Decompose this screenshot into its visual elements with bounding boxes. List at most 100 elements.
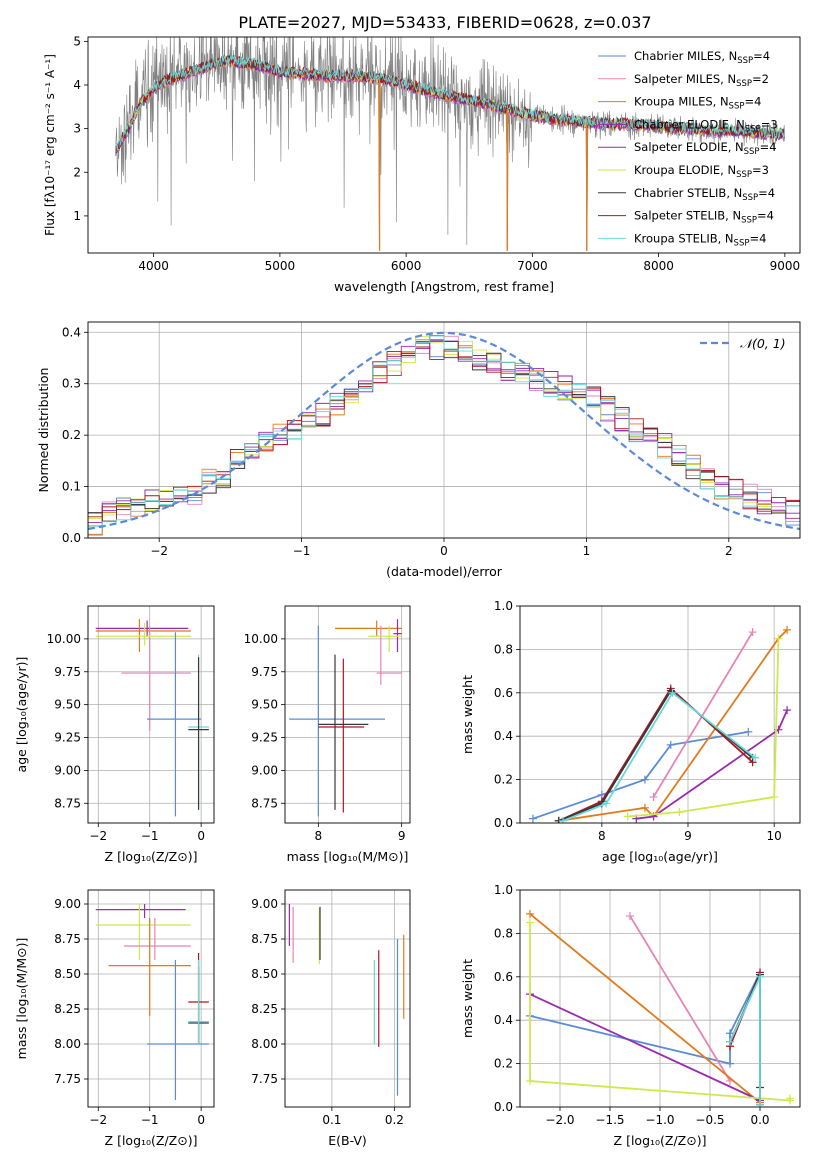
- x-tick-label: −0.5: [695, 1113, 724, 1127]
- legend-entry: Chabrier STELIB, NSSP=4: [634, 186, 775, 203]
- plot-area-age_vs_mass: [285, 606, 410, 823]
- legend-entry: Kroupa ELODIE, NSSP=3: [634, 163, 769, 180]
- weight-point-marker: [528, 814, 537, 823]
- axes-frame: [87, 889, 215, 1108]
- x-axis-label: (data-model)/error: [386, 564, 503, 579]
- x-tick-label: −2: [89, 1113, 107, 1127]
- legend-entry-sub: SSP: [737, 56, 753, 66]
- axes-frame: [284, 889, 411, 1108]
- x-tick-label: −1: [141, 1113, 159, 1127]
- y-tick-label: 3: [73, 122, 81, 136]
- x-axis-label: age [log₁₀(age/yr)]: [602, 849, 718, 864]
- y-tick-label: 8.75: [251, 932, 278, 946]
- plot-area-weight_vs_Z: [520, 890, 800, 1107]
- legend-entry-sub: SSP: [734, 238, 750, 248]
- weight-point-marker: [786, 1094, 794, 1103]
- panel-spectrum: 4000 5000 6000 7000 8000 9000 1 2 3 4 5 wavelength …: [43, 34, 801, 294]
- weight-point-marker: [756, 1100, 764, 1107]
- x-tick-label: −1.0: [645, 1113, 674, 1127]
- y-axis-label: mass weight: [460, 959, 475, 1038]
- x-tick-label: 0.1: [322, 1113, 341, 1127]
- axes-frame: [87, 605, 215, 824]
- weight-line-kroupa-elodie: [627, 638, 780, 818]
- plot-area-weight_vs_age: [520, 606, 800, 823]
- x-tick-label: 9000: [770, 259, 801, 273]
- y-tick-label: 1.0: [494, 599, 513, 613]
- normal-curve: [88, 331, 800, 531]
- plot-area-residuals: [88, 322, 800, 538]
- x-tick-label: −1: [141, 829, 159, 843]
- weight-line-kroupa-miles: [529, 913, 761, 1104]
- plot-area-age_vs_Z: [88, 606, 214, 823]
- weight-line-chabrier-elodie: [636, 709, 788, 820]
- weight-line-kroupa-miles: [558, 629, 788, 822]
- residuals-legend: 𝒩(0, 1): [700, 336, 786, 351]
- legend-entry-sub: SSP: [741, 216, 757, 226]
- x-axis-label: Z [log₁₀(Z/Z⊙)]: [105, 849, 198, 864]
- figure-title: PLATE=2027, MJD=53433, FIBERID=0628, z=0…: [238, 13, 651, 32]
- legend-entry-label: Chabrier ELODIE, N: [634, 117, 745, 131]
- weight-line-kroupa-stelib: [729, 976, 761, 1105]
- plot-area-mass_vs_Z: [88, 890, 214, 1107]
- y-tick-label: 7.75: [54, 1072, 81, 1086]
- y-tick-label: 8.00: [251, 1037, 278, 1051]
- x-tick-label: 0: [197, 1113, 205, 1127]
- x-tick-label: −1: [293, 544, 311, 558]
- x-tick-label: 9: [398, 829, 406, 843]
- weight-line-salpeter-stelib: [558, 687, 754, 822]
- legend-entry-label: Kroupa STELIB, N: [634, 231, 734, 245]
- weight-line-salpeter-miles: [629, 915, 731, 1082]
- y-tick-label: 10.00: [47, 632, 81, 646]
- y-tick-label: 0.8: [494, 642, 513, 656]
- weight-point-marker: [726, 1037, 734, 1046]
- x-axis-label: mass [log₁₀(M/M⊙)]: [287, 849, 409, 864]
- y-tick-label: 2: [73, 165, 81, 179]
- y-axis-label: Normed distribution: [36, 368, 51, 493]
- y-tick-label: 7.75: [251, 1072, 278, 1086]
- y-tick-label: 8.75: [251, 796, 278, 810]
- panel-mass_vs_ebv: 0.1 0.2 7.75 8.00 8.25 8.50 8.75 9.00 E(B-V): [251, 889, 411, 1148]
- y-tick-label: 9.00: [54, 897, 81, 911]
- x-tick-label: 0: [197, 829, 205, 843]
- weight-line-chabrier-elodie: [529, 993, 761, 1102]
- weight-point-marker: [748, 628, 757, 637]
- y-tick-label: 8.75: [54, 932, 81, 946]
- x-tick-label: −2.0: [545, 1113, 574, 1127]
- y-tick-label: 9.00: [251, 763, 278, 777]
- x-tick-label: 9: [684, 829, 692, 843]
- y-tick-label: 8.25: [251, 1002, 278, 1016]
- legend-entry-suffix: =4: [757, 209, 774, 223]
- spectrum-model-kroupa-stelib: [115, 55, 785, 151]
- legend-entry-suffix: =4: [753, 49, 770, 63]
- y-tick-label: 9.00: [251, 897, 278, 911]
- x-axis-label: wavelength [Angstrom, rest frame]: [334, 279, 554, 294]
- y-tick-label: 4: [73, 78, 81, 92]
- y-axis-label: mass [log₁₀(M/M⊙)]: [14, 938, 29, 1060]
- legend-entry-label: Chabrier STELIB, N: [634, 186, 742, 200]
- x-tick-label: −2: [150, 544, 168, 558]
- weight-point-marker: [744, 727, 753, 736]
- legend-entry: 𝒩(0, 1): [740, 336, 786, 351]
- weight-point-marker: [756, 972, 764, 981]
- y-tick-label: 9.50: [54, 698, 81, 712]
- legend-entry-label: Salpeter ELODIE, N: [634, 140, 744, 154]
- plot-area-mass_vs_ebv: [285, 890, 410, 1107]
- y-tick-label: 0.2: [494, 773, 513, 787]
- x-tick-label: 2: [725, 544, 733, 558]
- legend-entry-suffix: =4: [758, 186, 775, 200]
- panel-age_vs_mass: 8 9 8.75 9.00 9.25 9.50 9.75 10.00 mass [log₁₀(M…: [244, 605, 411, 864]
- weight-point-marker: [649, 792, 658, 801]
- x-tick-label: 6000: [391, 259, 422, 273]
- legend-entry: Kroupa MILES, NSSP=4: [634, 95, 761, 112]
- x-tick-label: −2: [89, 829, 107, 843]
- legend-entry-sub: SSP: [729, 102, 745, 112]
- x-tick-label: 0.0: [750, 1113, 769, 1127]
- legend-entry-suffix: =3: [761, 117, 778, 131]
- weight-point-marker: [675, 808, 684, 817]
- y-tick-label: 9.25: [251, 731, 278, 745]
- y-tick-label: 0.2: [62, 428, 81, 442]
- panel-age_vs_Z: −2 −1 0 8.75 9.00 9.25 9.50 9.75 10.00 Z [log₁₀(Z…: [14, 605, 215, 864]
- legend-entry: Chabrier ELODIE, NSSP=3: [634, 117, 778, 134]
- weight-point-marker: [726, 1029, 734, 1038]
